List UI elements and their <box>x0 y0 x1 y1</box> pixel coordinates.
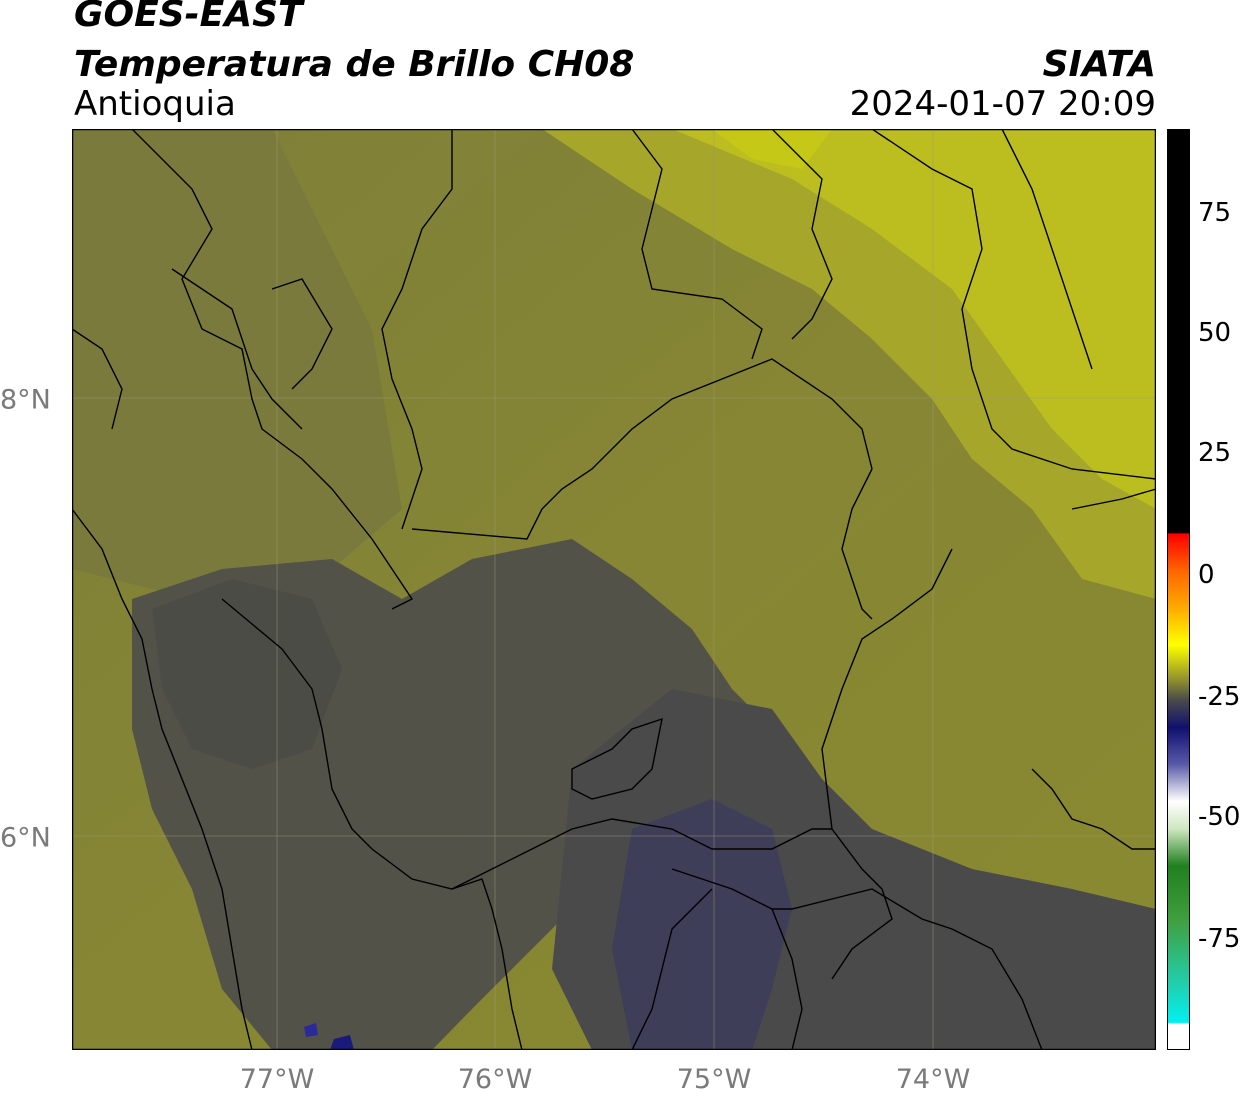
colorbar-fill <box>1167 129 1190 1050</box>
colorbar-tick-minus-75: -75 <box>1198 924 1241 954</box>
colorbar-tick-75: 75 <box>1198 198 1232 228</box>
political-boundaries <box>72 129 1156 1050</box>
source-label: SIATA <box>1042 44 1156 85</box>
colorbar-tick-25: 25 <box>1198 438 1232 468</box>
graticule <box>72 129 1156 1050</box>
satellite-title: GOES-EAST <box>74 0 303 35</box>
brightness-temperature-map <box>72 129 1156 1050</box>
colorbar-tick-0: 0 <box>1198 560 1215 590</box>
region-label: Antioquia <box>74 84 236 124</box>
dry-region-core <box>672 129 1156 509</box>
lon-label-74w: 74°W <box>895 1064 971 1095</box>
cold-speck-2 <box>304 1023 318 1037</box>
lon-label-76w: 76°W <box>457 1064 533 1095</box>
olive-band-west <box>72 129 402 599</box>
colorbar-tick-50: 50 <box>1198 318 1232 348</box>
lon-label-77w: 77°W <box>239 1064 315 1095</box>
lat-label-6n: 6°N <box>0 822 51 854</box>
lon-label-75w: 75°W <box>676 1064 752 1095</box>
colorbar-frame <box>1167 129 1190 1050</box>
temperature-colorbar <box>1167 129 1190 1050</box>
map-frame <box>72 129 1156 1050</box>
datetime-label: 2024-01-07 20:09 <box>849 84 1156 124</box>
cold-speck <box>330 1035 354 1050</box>
product-title: Temperatura de Brillo CH08 <box>74 44 635 85</box>
lat-label-8n: 8°N <box>0 384 51 416</box>
colorbar-tick-minus-25: -25 <box>1198 682 1241 712</box>
cold-cloud-patch-west <box>152 579 342 769</box>
colorbar-tick-minus-50: -50 <box>1198 802 1241 832</box>
